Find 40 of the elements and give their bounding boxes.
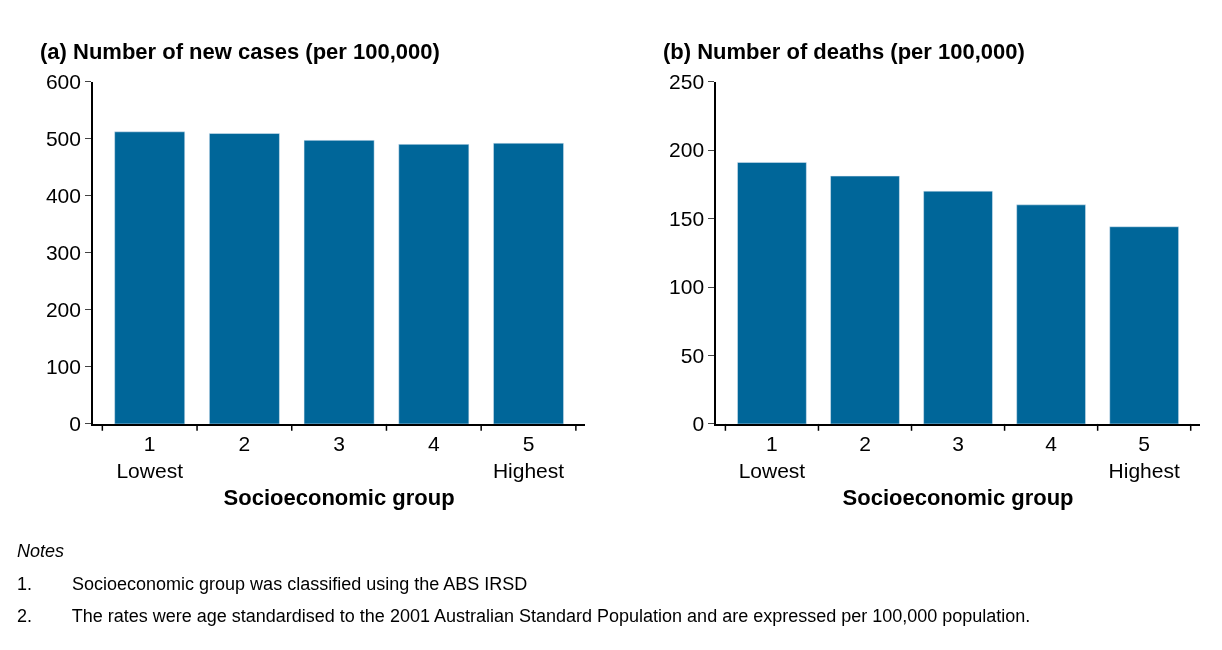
bar — [493, 142, 564, 424]
x-tick-label: 3 — [952, 431, 964, 455]
chart-title: (b) Number of deaths (per 100,000) — [663, 39, 1025, 64]
text: Notes — [17, 541, 65, 561]
bar — [1109, 226, 1179, 424]
y-tick-label: 500 — [45, 127, 81, 151]
bar — [737, 162, 807, 424]
y-tick-label: 100 — [45, 355, 81, 379]
text: 2. The rates were age standardised to the 2001 Australian Standard Population and are expressed per 100,000 population. — [17, 606, 1031, 626]
y-tick-label: 200 — [45, 298, 81, 322]
y-tick-label: 100 — [669, 275, 705, 299]
x-tick-label: 5 Highest — [492, 431, 565, 483]
y-tick-label: 0 — [692, 412, 705, 436]
x-tick-label: 2 — [238, 431, 251, 455]
y-tick-label: 600 — [45, 69, 81, 93]
x-tick-label: 3 — [333, 431, 345, 455]
x-axis-title: Socioeconomic group — [842, 484, 1074, 510]
x-tick-label: 4 — [427, 431, 440, 455]
y-tick-label: 150 — [669, 206, 705, 230]
bar — [1016, 204, 1086, 424]
y-tick-label: 250 — [669, 69, 705, 93]
y-tick-label: 300 — [45, 241, 81, 265]
y-tick-label: 200 — [669, 138, 705, 162]
x-axis-title: Socioeconomic group — [223, 484, 455, 510]
x-tick-label: 1 Lowest — [116, 431, 184, 483]
bar — [114, 131, 185, 424]
bar — [398, 144, 470, 424]
y-tick-label: 50 — [680, 343, 705, 367]
bar — [209, 133, 280, 424]
y-tick-label: 400 — [45, 184, 81, 208]
x-tick-label: 1 Lowest — [738, 431, 806, 483]
text: 1. Socioeconomic group was classified using the ABS IRSD — [17, 574, 528, 594]
y-tick-label: 0 — [69, 412, 81, 436]
bar — [303, 140, 375, 424]
bar — [830, 175, 900, 424]
chart-title: (a) Number of new cases (per 100,000) — [40, 39, 440, 64]
bar — [923, 190, 993, 424]
x-tick-label: 5 Highest — [1108, 431, 1180, 483]
x-tick-label: 2 — [859, 431, 871, 455]
x-tick-label: 4 — [1045, 431, 1058, 455]
